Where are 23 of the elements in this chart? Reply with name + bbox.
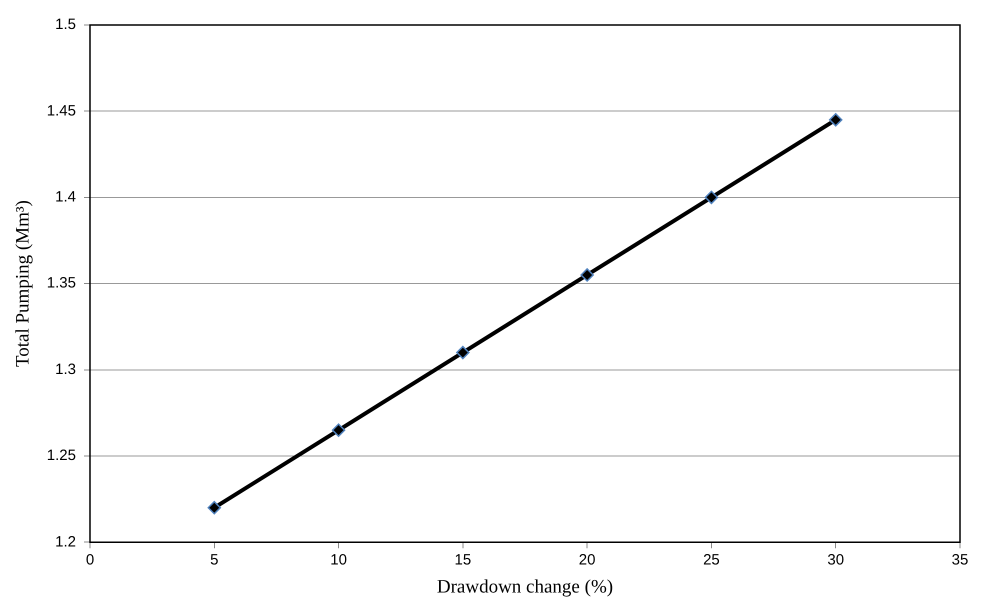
y-tick-label: 1.5 <box>55 16 76 34</box>
y-tick-label: 1.2 <box>55 533 76 550</box>
x-axis-title: Drawdown change (%) <box>436 576 614 598</box>
y-tick-label: 1.25 <box>46 447 76 464</box>
x-tick-label: 20 <box>578 551 596 568</box>
y-tick-label: 1.4 <box>55 188 76 206</box>
y-tick-label: 1.3 <box>55 360 76 378</box>
y-axis-title: Total Pumping (Mm³) <box>12 200 34 368</box>
point <box>208 500 222 514</box>
x-tick-label: 35 <box>952 551 968 568</box>
x-tick-label: 15 <box>454 551 472 568</box>
point <box>580 268 594 282</box>
point <box>828 113 842 127</box>
x-tick-label: 10 <box>330 551 347 568</box>
y-tick-label: 1.35 <box>46 274 76 292</box>
point <box>456 346 470 360</box>
x-tick-label: 5 <box>210 551 218 568</box>
x-tick-label: 30 <box>827 551 844 568</box>
y-tick-label: 1.45 <box>46 102 76 120</box>
x-tick-label: 0 <box>86 551 94 568</box>
point <box>332 423 346 437</box>
x-tick-label: 25 <box>703 551 720 568</box>
point <box>704 190 718 204</box>
